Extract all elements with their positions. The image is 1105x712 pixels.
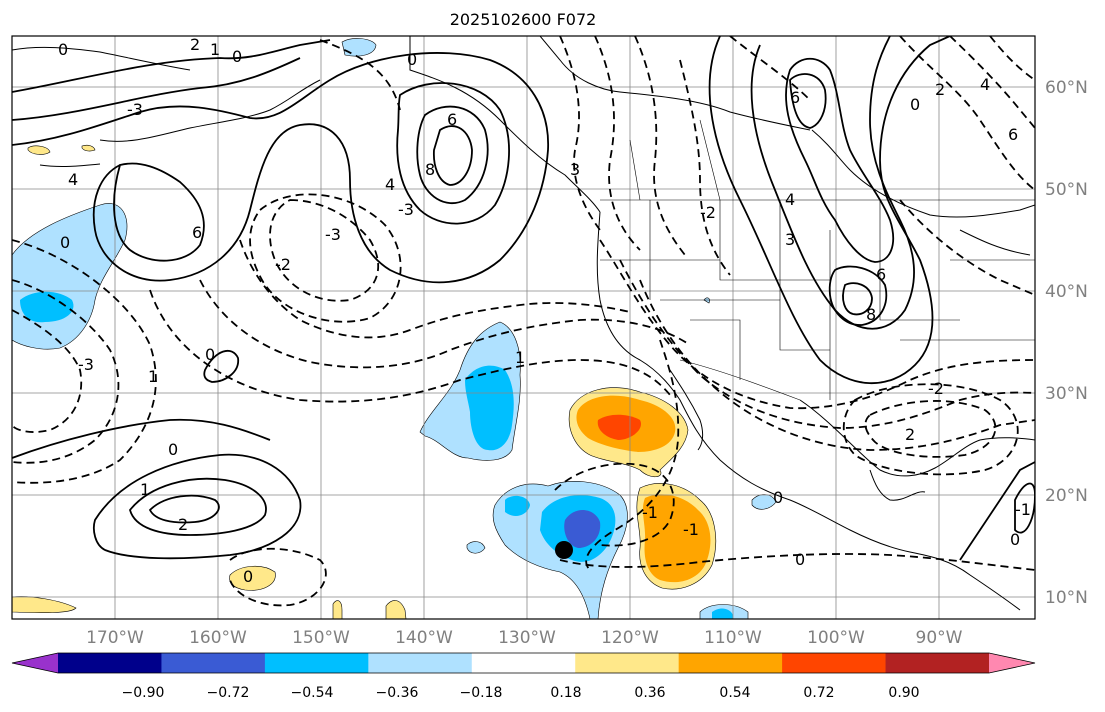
shading-negative-strong <box>564 510 601 548</box>
contour-label: 0 <box>1010 530 1020 549</box>
contour-label: 4 <box>385 175 395 194</box>
contour-label: 6 <box>1008 125 1018 144</box>
lat-label-20n: 20°N <box>1045 486 1088 506</box>
contour-label: 0 <box>232 47 242 66</box>
contour-label: -3 <box>127 100 143 119</box>
colorbar-tick-label: −0.90 <box>122 685 165 701</box>
contour-label: 0 <box>168 440 178 459</box>
colorbar-tick-label: 0.72 <box>803 685 834 701</box>
colorbar-tick-labels: −0.90 −0.72 −0.54 −0.36 −0.18 0.18 0.36 … <box>122 685 920 701</box>
contour-label: 1 <box>148 367 158 386</box>
contour-label: 6 <box>790 88 800 107</box>
dashed-contours <box>12 36 1035 607</box>
contour-label: 0 <box>795 550 805 569</box>
colorbar-segment <box>264 653 369 673</box>
contour-label: 8 <box>425 160 435 179</box>
contour-label: 4 <box>785 190 795 209</box>
lon-label-130w: 130°W <box>498 628 556 648</box>
colorbar-outline <box>11 652 1036 674</box>
contour-label: -3 <box>325 225 341 244</box>
lat-label-50n: 50°N <box>1045 180 1088 200</box>
colorbar-segment <box>782 653 887 673</box>
colorbar-extend-left <box>12 653 58 673</box>
contour-label: 1 <box>210 40 220 59</box>
lat-label-30n: 30°N <box>1045 384 1088 404</box>
colorbar-tick-label: −0.54 <box>291 685 334 701</box>
shading-positive-medium <box>576 395 711 583</box>
colorbar-segment <box>161 653 266 673</box>
colorbar-tick-label: −0.18 <box>460 685 503 701</box>
colorbar <box>11 652 1036 674</box>
contour-label: -2 <box>275 255 291 274</box>
colorbar-segment <box>368 653 473 673</box>
contour-label: 6 <box>192 223 202 242</box>
colorbar-segment <box>678 653 783 673</box>
contour-label: -1 <box>642 503 658 522</box>
contour-label: 8 <box>866 305 876 324</box>
contour-label: -1 <box>683 520 699 539</box>
solid-contours <box>12 36 1035 561</box>
colorbar-segment <box>58 653 162 673</box>
lat-label-60n: 60°N <box>1045 78 1088 98</box>
colorbar-tick-label: −0.36 <box>376 685 419 701</box>
lat-label-40n: 40°N <box>1045 282 1088 302</box>
contour-label: 4 <box>980 75 990 94</box>
colorbar-extend-right <box>989 653 1035 673</box>
coastlines <box>12 36 1035 611</box>
contour-label: -2 <box>928 379 944 398</box>
contour-label: -3 <box>398 200 414 219</box>
lon-label-150w: 150°W <box>292 628 350 648</box>
colorbar-segment <box>471 653 576 673</box>
contour-label: 1 <box>140 480 150 499</box>
contour-label: 1 <box>515 348 525 367</box>
contour-label: 6 <box>876 265 886 284</box>
lat-lon-grid <box>12 36 1035 619</box>
contour-label: 2 <box>905 425 915 444</box>
contour-label: 3 <box>785 230 795 249</box>
colorbar-tick-label: 0.90 <box>888 685 919 701</box>
colorbar-segment <box>885 653 990 673</box>
colorbar-tick-label: 0.54 <box>719 685 750 701</box>
contour-label-layer: 0 2 1 0 -3 4 6 0 1 -3 -2 -3 0 -3 6 8 4 3… <box>58 35 1031 586</box>
shading-negative-medium <box>20 291 733 619</box>
contour-label: 2 <box>178 515 188 534</box>
contour-label: 2 <box>935 80 945 99</box>
contour-label: 0 <box>773 488 783 507</box>
lon-label-90w: 90°W <box>916 628 963 648</box>
lon-label-160w: 160°W <box>189 628 247 648</box>
colorbar-tick-label: 0.18 <box>550 685 581 701</box>
latitude-labels: 60°N 50°N 40°N 30°N 20°N 10°N <box>1045 78 1088 608</box>
contour-label: 0 <box>910 95 920 114</box>
contour-label: 0 <box>407 50 417 69</box>
contour-label: -3 <box>78 355 94 374</box>
contour-label: -2 <box>700 203 716 222</box>
storm-position-marker[interactable] <box>555 541 573 559</box>
lon-label-170w: 170°W <box>86 628 144 648</box>
longitude-labels: 170°W 160°W 150°W 140°W 130°W 120°W 110°… <box>86 628 963 648</box>
map-title: 2025102600 F072 <box>449 10 597 29</box>
contour-label: 0 <box>58 40 68 59</box>
lon-label-110w: 110°W <box>704 628 762 648</box>
lon-label-120w: 120°W <box>601 628 659 648</box>
contour-label: 4 <box>68 170 78 189</box>
colorbar-segment <box>575 653 680 673</box>
lat-label-10n: 10°N <box>1045 588 1088 608</box>
contour-label: 0 <box>243 567 253 586</box>
map-frame <box>11 35 1036 620</box>
contour-label: 0 <box>60 233 70 252</box>
lon-label-100w: 100°W <box>807 628 865 648</box>
colorbar-tick-label: 0.36 <box>634 685 665 701</box>
contour-label: 2 <box>190 35 200 54</box>
political-borders <box>600 119 1035 401</box>
contour-label: 6 <box>447 110 457 129</box>
colorbar-tick-label: −0.72 <box>207 685 250 701</box>
contour-label: 0 <box>205 345 215 364</box>
contour-label: -1 <box>1015 500 1031 519</box>
contour-label: 3 <box>570 160 580 179</box>
lon-label-140w: 140°W <box>395 628 453 648</box>
